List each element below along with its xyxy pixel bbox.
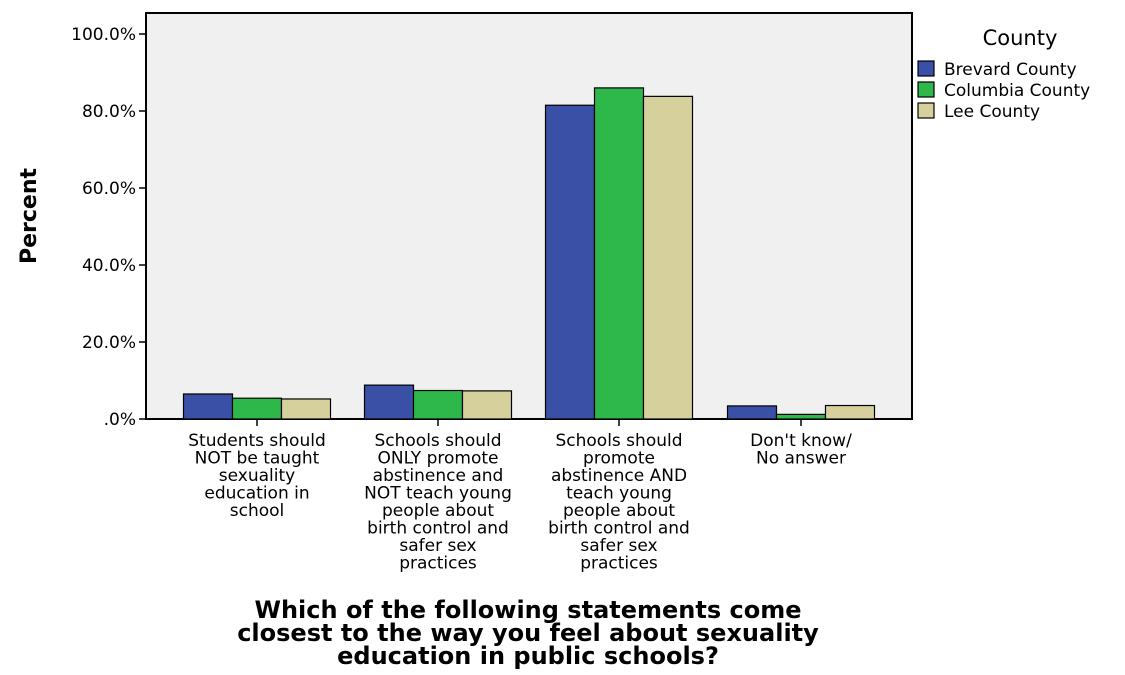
x-axis-title: Which of the following statements come cl… xyxy=(237,596,819,670)
y-tick-label: .0% xyxy=(104,410,136,430)
bar xyxy=(461,390,513,420)
bar xyxy=(775,413,827,420)
bars-group xyxy=(182,87,876,420)
x-axis: Students should NOT be taught sexuality edu… xyxy=(188,419,852,574)
y-tick-label: 100.0% xyxy=(71,25,136,45)
plot-area xyxy=(145,12,913,420)
y-tick-label: 80.0% xyxy=(82,102,136,122)
y-tick-label: 20.0% xyxy=(82,333,136,353)
x-axis-label: Which of the following statements come cl… xyxy=(237,596,819,670)
bar xyxy=(824,404,876,420)
bar xyxy=(642,95,694,420)
bar xyxy=(231,397,283,420)
x-tick-label: Students should NOT be taught sexuality edu… xyxy=(188,431,326,521)
bar xyxy=(544,104,596,420)
y-axis-label: Percent xyxy=(17,168,42,265)
y-tick-label: 40.0% xyxy=(82,256,136,276)
legend-swatch xyxy=(917,60,935,77)
x-tick-label: Don't know/No answer xyxy=(750,431,852,469)
legend-swatch xyxy=(917,81,935,98)
y-tick-label: 60.0% xyxy=(82,179,136,199)
x-tick-label: Schools should promote abstinence AND teach… xyxy=(548,431,690,574)
legend-label: Brevard County xyxy=(944,60,1077,80)
bar xyxy=(726,405,778,420)
x-tick-label: Schools should ONLY promote abstinence and… xyxy=(364,431,512,574)
bar xyxy=(280,398,332,420)
y-axis: .0% 20.0% 40.0% 60.0% 80.0% 100.0% xyxy=(71,25,146,430)
legend-label: Lee County xyxy=(944,102,1040,122)
legend-label: Columbia County xyxy=(944,81,1090,101)
legend-swatch xyxy=(917,102,935,119)
bar xyxy=(412,389,464,420)
bar xyxy=(363,384,415,420)
legend-title: County xyxy=(983,26,1058,50)
bar xyxy=(593,87,645,420)
bar xyxy=(182,393,234,420)
